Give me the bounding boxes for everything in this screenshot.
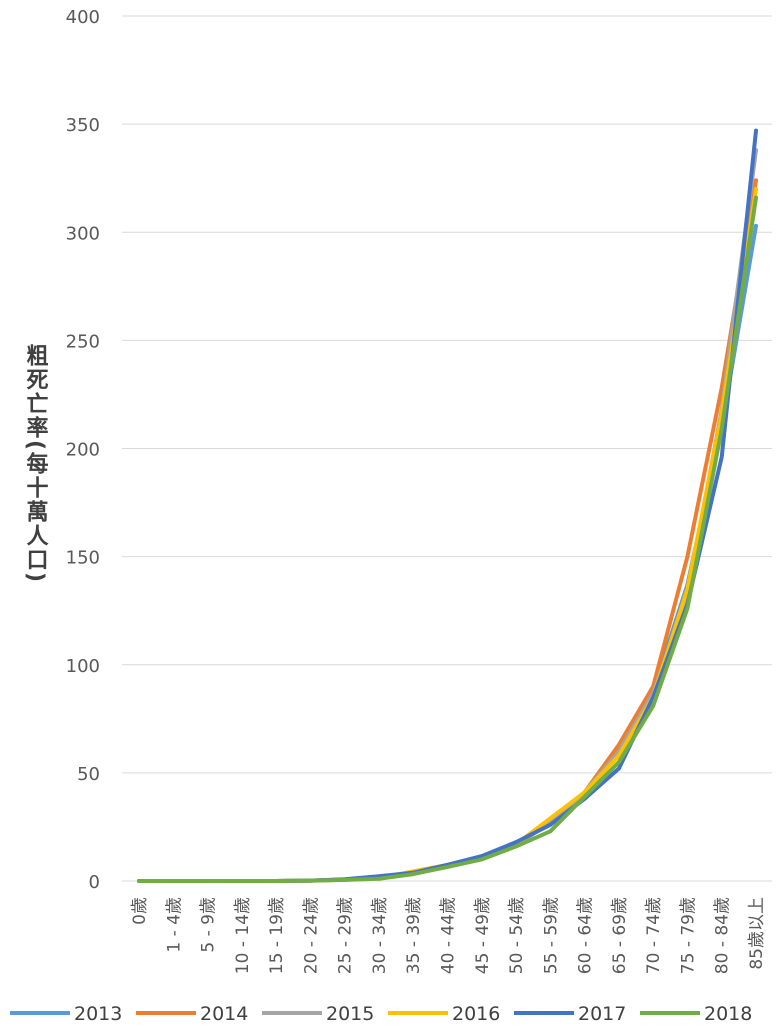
data-point-2017-11 [514,840,518,844]
y-tick-label-300: 300 [66,223,100,244]
series-line-2018 [137,195,758,883]
data-point-2018-7 [377,877,381,881]
series-line-2014 [137,178,758,883]
legend-item-2017: 2017 [514,1003,626,1025]
data-point-2018-12 [548,829,553,834]
x-tick-label-11: 50 - 54歲 [507,897,527,974]
data-point-2018-9 [445,865,450,869]
x-tick-label-9: 40 - 44歲 [439,897,459,974]
data-point-2016-14 [617,753,621,758]
data-point-2018-17 [719,427,724,431]
x-tick-label-5: 20 - 24歲 [301,897,321,974]
y-tick-label-250: 250 [66,331,100,352]
x-tick-label-8: 35 - 39歲 [404,897,424,974]
y-tick-label-50: 50 [77,764,100,785]
legend-label-2013: 2013 [74,1003,122,1025]
y-tick-label-0: 0 [89,872,100,893]
data-point-2018-18 [754,195,758,200]
x-tick-label-4: 15 - 19歲 [267,897,287,974]
data-point-2018-3 [240,879,244,883]
legend-item-2013: 2013 [10,1003,122,1025]
series-line-2013 [137,223,758,883]
y-tick-label-100: 100 [66,656,100,677]
y-axis-label: 粗死亡率(每十萬人口) [23,344,49,584]
data-point-2018-16 [685,606,690,611]
data-point-2017-18 [754,128,758,133]
data-point-2016-18 [754,187,758,191]
data-point-2018-2 [205,879,210,883]
series-line-2016 [137,187,758,883]
y-tick-label-400: 400 [66,7,100,28]
series-line-2017 [137,128,758,883]
y-axis-title: 粗死亡率(每十萬人口) [23,344,49,584]
series-lines [137,128,758,883]
x-tick-label-2: 5 - 9歲 [199,897,219,953]
legend-label-2014: 2014 [200,1003,248,1025]
data-point-2018-4 [274,879,278,883]
x-axis-tick-labels: 0歲 1 - 4歲 5 - 9歲 10 - 14歲 15 - 19歲 20 - 24歲 25… [130,897,767,974]
data-point-2013-18 [754,223,758,228]
x-tick-label-1: 1 - 4歲 [164,897,184,953]
data-point-2018-11 [514,844,518,849]
x-tick-label-10: 45 - 49歲 [473,897,493,974]
data-point-2017-12 [548,822,553,827]
series-2014 [137,178,758,883]
data-point-2014-18 [754,178,758,183]
series-2016 [137,187,758,883]
legend-item-2015: 2015 [262,1003,374,1025]
data-point-2014-14 [617,742,621,747]
data-point-2017-17 [719,455,724,459]
x-tick-label-13: 60 - 64歲 [576,897,596,974]
data-point-2018-15 [651,704,655,708]
legend-label-2016: 2016 [452,1003,500,1025]
data-point-2016-16 [685,587,690,591]
series-2013 [137,223,758,883]
data-point-2016-12 [548,816,553,821]
data-point-2017-14 [617,766,621,771]
legend: 2013 2014 2015 2016 2017 2018 [10,1003,752,1025]
y-tick-label-350: 350 [66,115,100,136]
legend-label-2015: 2015 [326,1003,374,1025]
gridlines [122,15,772,882]
data-point-2018-10 [479,857,484,862]
data-point-2018-0 [137,879,141,883]
x-tick-label-16: 75 - 79歲 [678,897,698,974]
series-2018 [137,195,758,883]
legend-item-2016: 2016 [388,1003,500,1025]
data-point-2018-1 [171,879,176,883]
data-point-2018-5 [308,878,313,883]
y-tick-label-150: 150 [66,548,100,569]
x-tick-label-0: 0歲 [130,897,150,925]
x-tick-label-18: 85歲以上 [747,897,767,970]
y-axis-tick-labels: 0 50 100 150 200 250 300 350 400 [66,7,100,893]
data-point-2018-8 [411,872,416,876]
series-2017 [137,128,758,883]
data-point-2018-6 [342,878,347,882]
y-tick-label-200: 200 [66,440,100,461]
legend-label-2017: 2017 [578,1003,626,1025]
x-tick-label-14: 65 - 69歲 [610,897,630,974]
x-tick-label-6: 25 - 29歲 [336,897,356,974]
data-point-2018-14 [617,760,621,764]
x-tick-label-7: 30 - 34歲 [370,897,390,974]
x-tick-label-15: 70 - 74歲 [644,897,664,974]
data-point-2018-13 [582,794,587,799]
series-line-2015 [137,148,758,883]
x-tick-label-3: 10 - 14歲 [233,897,253,974]
legend-item-2014: 2014 [136,1003,248,1025]
legend-label-2018: 2018 [704,1003,752,1025]
legend-item-2018: 2018 [640,1003,752,1025]
x-tick-label-12: 55 - 59歲 [541,897,561,974]
data-point-2014-16 [685,554,690,559]
x-tick-label-17: 80 - 84歲 [713,897,733,974]
